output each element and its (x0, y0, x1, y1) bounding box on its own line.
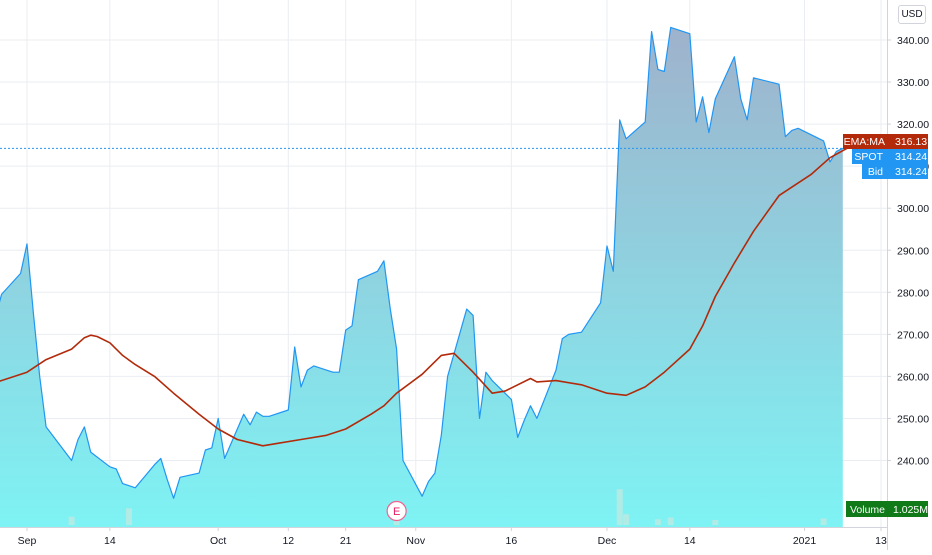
x-tick-label: Oct (210, 535, 226, 547)
x-tick-label: 21 (340, 535, 352, 547)
x-tick-label: Dec (598, 535, 617, 547)
x-axis[interactable]: Sep 14 Oct 12 21 Nov 16 Dec 14 2021 13 (18, 527, 887, 547)
volume-badge-bg (846, 501, 928, 517)
x-tick-label: Nov (406, 535, 425, 547)
y-tick-label: 270.00 (897, 329, 929, 341)
volume-bar (820, 518, 827, 525)
volume-bar (68, 516, 75, 525)
y-tick-label: 250.00 (897, 413, 929, 425)
volume-badge-label: Volume (850, 504, 885, 516)
price-area (0, 27, 843, 527)
bid-badge-label: Bid (868, 166, 883, 178)
y-tick-label: 280.00 (897, 287, 929, 299)
y-tick-label: 340.00 (897, 35, 929, 47)
x-tick-label: 14 (104, 535, 116, 547)
volume-bar (616, 489, 623, 525)
volume-bar (654, 519, 661, 525)
earnings-marker[interactable]: E (386, 500, 407, 522)
volume-bar (712, 520, 719, 525)
bid-badge: Bid 314.24 (862, 164, 928, 179)
x-tick-label: 13 (875, 535, 887, 547)
bid-badge-bg (862, 164, 928, 179)
y-tick-label: 290.00 (897, 245, 929, 257)
ema-badge-value: 316.13 (895, 136, 927, 148)
price-area-fill (0, 27, 843, 527)
volume-bar (667, 517, 674, 525)
x-tick-label: 16 (506, 535, 518, 547)
y-tick-label: 330.00 (897, 77, 929, 89)
volume-bar (623, 514, 630, 525)
ema-badge: EMA:MA 316.13 (843, 134, 928, 149)
ema-line (0, 139, 875, 447)
y-tick-label: 240.00 (897, 456, 929, 468)
ema-badge-label: EMA:MA (844, 136, 885, 148)
x-tick-label: 14 (684, 535, 696, 547)
y-tick-label: 300.00 (897, 203, 929, 215)
spot-badge: SPOT 314.24 (852, 149, 928, 164)
series-lines (0, 26, 875, 499)
x-tick-label: 2021 (793, 535, 817, 547)
spot-badge-label: SPOT (854, 151, 883, 163)
earnings-marker-label: E (393, 506, 400, 518)
volume-badge-value: 1.025M (893, 504, 928, 516)
spot-badge-value: 314.24 (895, 151, 927, 163)
bid-badge-value: 314.24 (895, 166, 927, 178)
ema-badge-bg (843, 134, 928, 149)
y-axis[interactable]: 240.00 250.00 260.00 270.00 280.00 290.00 300.… (887, 35, 929, 468)
volume-badge: Volume 1.025M (846, 501, 928, 517)
spot-badge-bg (852, 149, 928, 164)
volume-bar (126, 508, 132, 525)
y-tick-label: 320.00 (897, 119, 929, 131)
x-tick-label: Sep (18, 535, 37, 547)
currency-selector[interactable]: USD (898, 5, 926, 24)
y-tick-label: 260.00 (897, 371, 929, 383)
x-tick-label: 12 (282, 535, 294, 547)
price-line (0, 26, 844, 499)
earnings-marker-icon[interactable] (386, 500, 407, 522)
